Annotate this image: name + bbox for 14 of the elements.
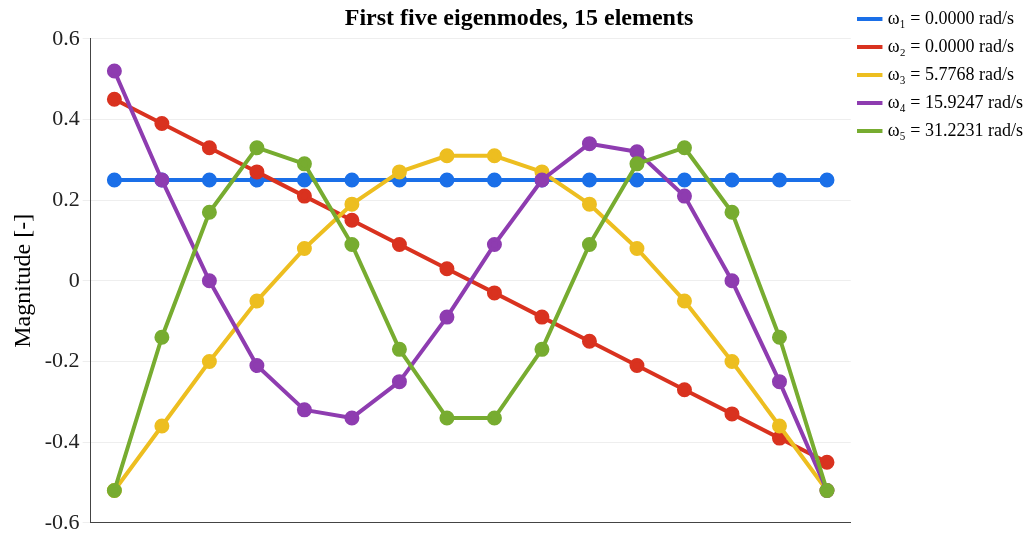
legend-label: ω₂ = 0.0000 rad/s bbox=[887, 35, 1014, 56]
legend-label: ω₄ = 15.9247 rad/s bbox=[887, 91, 1023, 112]
y-tick-label: 0 bbox=[68, 266, 80, 292]
y-tick-label: -0.4 bbox=[44, 427, 80, 453]
legend-label: ω₁ = 0.0000 rad/s bbox=[887, 7, 1014, 28]
y-tick-label: -0.6 bbox=[44, 508, 80, 534]
chart-title: First five eigenmodes, 15 elements bbox=[344, 3, 694, 30]
y-tick-label: 0.2 bbox=[52, 185, 80, 211]
legend-label: ω₃ = 5.7768 rad/s bbox=[887, 63, 1014, 84]
y-axis-title: Magnitude [-] bbox=[8, 213, 35, 348]
y-tick-label: 0.6 bbox=[52, 24, 80, 50]
y-tick-label: -0.2 bbox=[44, 347, 80, 373]
legend-label: ω₅ = 31.2231 rad/s bbox=[887, 119, 1023, 140]
y-tick-label: 0.4 bbox=[52, 105, 80, 131]
